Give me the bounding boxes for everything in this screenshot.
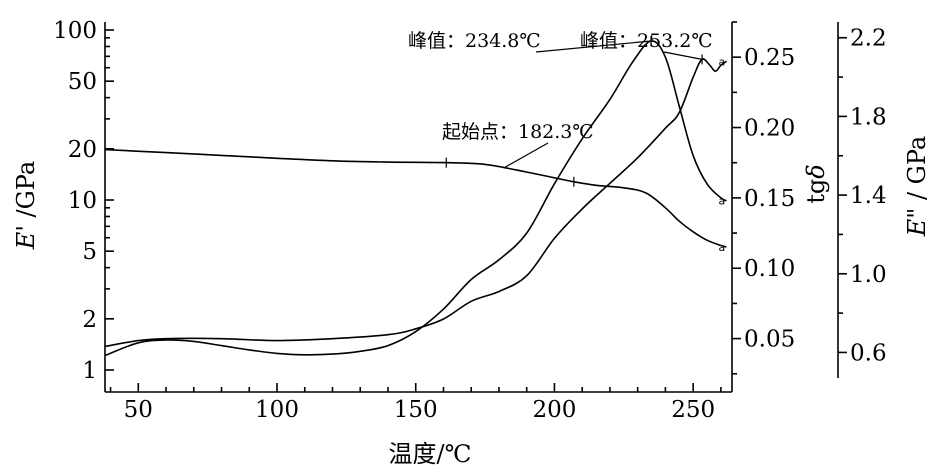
tan-delta-axis-title: tgδ (802, 164, 830, 203)
loss-modulus-tick-label: 1.0 (850, 262, 887, 288)
left-tick-label: 2 (82, 307, 97, 333)
loss-modulus-axis-title-part: E (903, 218, 931, 237)
left-tick-label: 10 (68, 188, 97, 214)
loss-modulus-tick-label: 0.6 (850, 340, 887, 366)
tan-delta-axis-title-part: tg (802, 179, 830, 204)
loss-modulus-tick-label: 1.4 (850, 183, 887, 209)
x-axis-title: 温度/℃ (389, 440, 472, 468)
ticks-group: 50 100 150 200 250 1 2 5 10 20 50 100 0.05 0.10 0.15 0.… (53, 18, 886, 423)
loss-modulus-tick-label: 2.2 (850, 26, 887, 52)
x-tick-label: 200 (532, 397, 576, 423)
tan-delta-tick-label: 0.05 (744, 327, 795, 353)
left-tick-label: 5 (82, 239, 97, 265)
loss-modulus-tick-label: 1.8 (850, 104, 887, 130)
axes-group (104, 22, 839, 393)
onset-leader-line (505, 142, 549, 168)
left-axis-title: E' /GPa (12, 161, 40, 250)
x-tick-label: 50 (124, 397, 153, 423)
tan-delta-tick-label: 0.10 (744, 256, 795, 282)
tan-delta-curve (104, 40, 727, 357)
left-tick-label: 100 (53, 18, 97, 44)
left-tick-label: 20 (68, 137, 97, 163)
x-tick-label: 100 (255, 397, 299, 423)
annotations-group: 起始点：182.3℃ 峰值：234.8℃ 峰值：253.2℃ (408, 30, 713, 168)
tan-delta-peak-leader (535, 40, 652, 53)
left-tick-label: 50 (68, 69, 97, 95)
loss-modulus-tag: a (718, 55, 725, 68)
tan-delta-tick-label: 0.20 (744, 116, 795, 142)
x-tick-label: 250 (671, 397, 715, 423)
storage-modulus-curve (104, 148, 727, 248)
left-tick-label: 1 (82, 358, 97, 384)
left-axis-title-part: ' /GPa (12, 161, 40, 232)
x-tick-label: 150 (394, 397, 438, 423)
loss-modulus-peak-leader (663, 51, 703, 60)
tan-delta-tick-label: 0.15 (744, 186, 795, 212)
left-axis-title-part: E (12, 231, 40, 250)
onset-annotation: 起始点：182.3℃ (442, 121, 594, 143)
loss-modulus-axis-title-part: " / GPa (903, 136, 931, 219)
loss-modulus-axis-title: E" / GPa (903, 136, 931, 237)
loss-modulus-curve (104, 58, 727, 348)
tan-delta-tag: a (718, 195, 725, 208)
storage-modulus-tag: a (718, 241, 725, 254)
tan-delta-tick-label: 0.25 (744, 45, 795, 71)
loss-modulus-peak-annotation: 峰值：253.2℃ (580, 30, 713, 52)
tan-delta-axis-title-part: δ (802, 164, 830, 178)
curves-group: a a a (104, 40, 727, 357)
tan-delta-peak-annotation: 峰值：234.8℃ (408, 30, 541, 52)
